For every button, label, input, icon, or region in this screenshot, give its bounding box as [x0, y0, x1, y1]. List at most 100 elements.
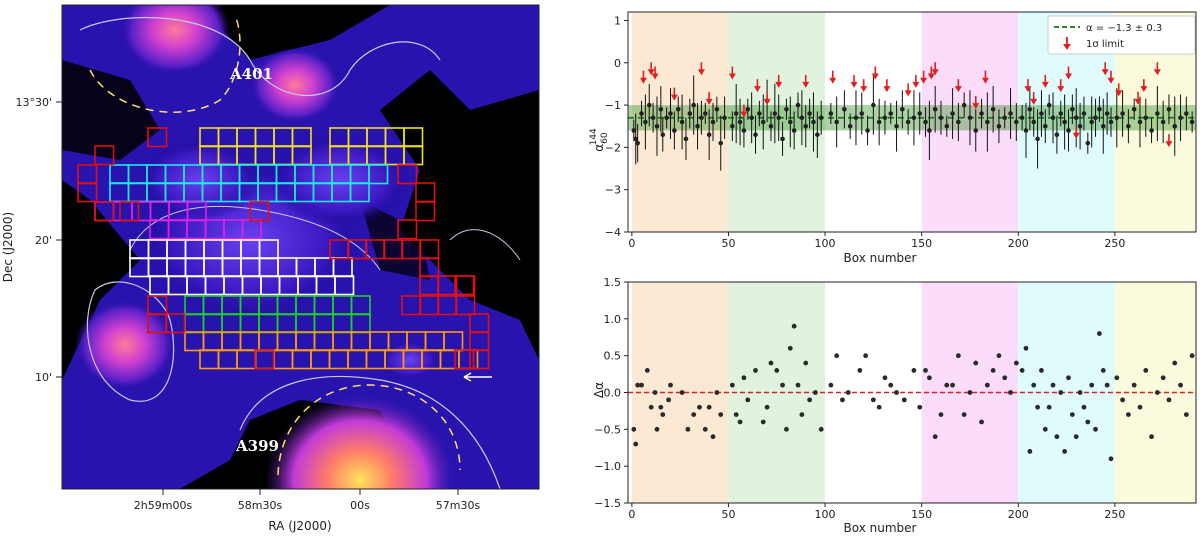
data-point: [1178, 382, 1183, 388]
data-point: [984, 382, 990, 388]
grid-box: [469, 349, 490, 370]
data-point: [1104, 382, 1110, 388]
limit-arrow-head: [1064, 73, 1072, 80]
data-point: [905, 119, 911, 125]
top-legend: α = −1.3 ± 0.3 1σ limit: [1047, 15, 1196, 55]
data-point: [917, 111, 923, 116]
data-point: [967, 115, 973, 121]
data-point: [757, 111, 762, 116]
data-point: [1166, 107, 1172, 112]
grid-box: [455, 295, 476, 316]
data-point: [780, 382, 785, 388]
data-point: [668, 382, 673, 388]
data-point: [1070, 107, 1075, 112]
data-point: [888, 111, 894, 116]
data-point: [1043, 123, 1048, 129]
data-point: [828, 111, 834, 116]
x-tick-label: 150: [911, 237, 932, 250]
data-point: [1178, 115, 1183, 121]
grid-box: [165, 313, 186, 334]
data-point: [1166, 397, 1172, 403]
grid-box: [94, 201, 115, 222]
data-point: [784, 426, 789, 432]
data-point: [1183, 412, 1189, 417]
data-point: [818, 115, 824, 121]
data-point: [654, 426, 660, 432]
data-point: [1058, 111, 1064, 116]
data-point: [1058, 390, 1064, 395]
svg-text:α60144: α60144: [589, 128, 610, 152]
limit-arrow-head: [871, 73, 879, 80]
data-point: [668, 111, 673, 116]
data-point: [795, 382, 801, 388]
data-point: [639, 382, 644, 388]
data-point: [749, 115, 754, 121]
data-point: [979, 111, 984, 116]
data-point: [865, 128, 870, 133]
data-point: [1137, 404, 1143, 410]
data-point: [1069, 412, 1075, 417]
top-xlabel: Box number: [844, 251, 917, 265]
grid-box: [368, 164, 389, 185]
y-tick-label: −4: [605, 226, 621, 239]
data-point: [1120, 397, 1125, 403]
data-point: [950, 111, 955, 116]
data-point: [932, 107, 938, 112]
data-point: [807, 111, 812, 116]
limit-arrow-head: [912, 81, 920, 88]
bottom-ylabel: Δα: [592, 382, 606, 398]
data-point: [772, 111, 778, 116]
limit-arrow-head: [1041, 81, 1049, 88]
data-point: [996, 353, 1002, 359]
delta-alpha-panel: 0 50 100 150 200 2501.51.00.50.0−0.5−1.0−1.5 …: [592, 276, 1197, 535]
data-point: [1050, 382, 1056, 388]
data-point: [760, 119, 766, 125]
data-point: [1149, 434, 1154, 440]
top-data-points: [631, 75, 1195, 171]
limit-arrow-head: [763, 98, 771, 105]
data-point: [706, 132, 712, 137]
y-tick-label: 0.0: [604, 387, 622, 400]
map-axes: 2h59m00s 58m30s 00s 57m30s 13°30' 20' 10': [15, 96, 480, 512]
data-point: [857, 368, 863, 373]
data-point: [1050, 115, 1056, 121]
limit-arrow-head: [697, 69, 705, 76]
data-point: [932, 434, 938, 440]
data-point: [631, 128, 637, 133]
data-point: [718, 412, 724, 417]
limit-arrow-head: [1153, 69, 1161, 76]
data-point: [729, 382, 735, 388]
data-point: [679, 390, 685, 395]
data-point: [697, 404, 702, 410]
data-point: [691, 412, 697, 417]
bottom-xlabel: Box number: [844, 521, 917, 535]
data-point: [764, 404, 770, 410]
limit-arrow-head: [1107, 77, 1115, 84]
data-point: [722, 115, 727, 121]
data-point: [1155, 111, 1160, 116]
data-point: [664, 115, 669, 121]
limit-arrow-head: [860, 86, 868, 93]
limit-arrow-head: [1030, 98, 1038, 105]
data-point: [631, 426, 637, 432]
data-point: [1093, 115, 1098, 121]
data-point: [1035, 404, 1040, 410]
data-point: [834, 353, 840, 359]
y-tick-label: −1: [605, 99, 621, 112]
data-point: [1100, 368, 1106, 373]
grid-box: [397, 164, 418, 185]
data-point: [956, 119, 961, 125]
grid-box: [349, 182, 370, 203]
data-point: [917, 404, 923, 410]
x-tick-label: 250: [1104, 237, 1125, 250]
data-point: [1154, 390, 1160, 395]
data-point: [840, 397, 845, 403]
x-tick-label: 0: [628, 237, 635, 250]
limit-arrow-head: [647, 69, 655, 76]
limit-arrow-head: [1101, 69, 1109, 76]
data-point: [876, 404, 882, 410]
data-point: [803, 360, 809, 366]
data-point: [768, 123, 774, 129]
data-point: [702, 426, 708, 432]
